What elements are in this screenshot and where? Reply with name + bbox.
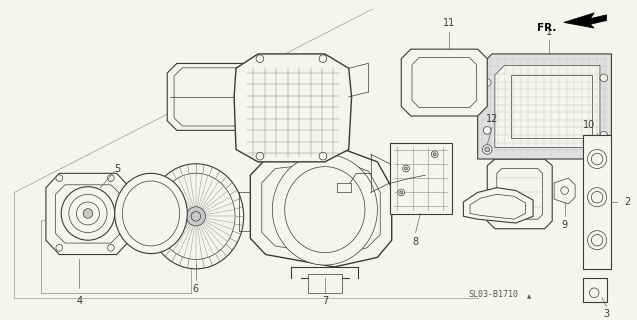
Polygon shape <box>250 149 392 267</box>
Polygon shape <box>583 278 606 302</box>
Polygon shape <box>401 49 487 116</box>
Circle shape <box>483 126 491 134</box>
Circle shape <box>108 244 114 251</box>
Text: 4: 4 <box>76 296 82 306</box>
Circle shape <box>485 147 490 152</box>
Text: 2: 2 <box>624 197 630 207</box>
Text: 6: 6 <box>193 284 199 294</box>
Polygon shape <box>495 65 600 148</box>
Ellipse shape <box>587 231 606 250</box>
Text: 11: 11 <box>443 18 455 28</box>
Polygon shape <box>497 169 543 219</box>
Ellipse shape <box>157 173 235 260</box>
Bar <box>337 183 350 192</box>
Bar <box>390 143 452 214</box>
Ellipse shape <box>191 212 201 221</box>
Circle shape <box>400 191 403 194</box>
Circle shape <box>483 79 491 86</box>
Polygon shape <box>511 75 592 138</box>
Polygon shape <box>463 188 533 223</box>
Text: FR.: FR. <box>536 23 556 33</box>
Ellipse shape <box>115 173 187 253</box>
Text: SL03-B1710: SL03-B1710 <box>468 291 518 300</box>
Polygon shape <box>412 58 476 108</box>
Text: ▲: ▲ <box>527 294 532 300</box>
Ellipse shape <box>83 209 93 218</box>
Ellipse shape <box>69 194 107 233</box>
Text: 3: 3 <box>604 309 610 319</box>
Circle shape <box>319 152 327 160</box>
Ellipse shape <box>587 149 606 169</box>
Text: 5: 5 <box>115 164 120 173</box>
Polygon shape <box>487 159 552 229</box>
Circle shape <box>256 55 264 62</box>
Circle shape <box>589 288 599 298</box>
Ellipse shape <box>591 191 603 203</box>
Ellipse shape <box>272 154 377 265</box>
Ellipse shape <box>148 164 243 269</box>
Polygon shape <box>46 173 130 254</box>
Ellipse shape <box>187 207 206 226</box>
Ellipse shape <box>591 153 603 165</box>
Text: 1: 1 <box>547 27 552 37</box>
Text: 12: 12 <box>486 114 498 124</box>
Polygon shape <box>478 54 612 159</box>
Circle shape <box>600 131 608 139</box>
Ellipse shape <box>591 235 603 246</box>
Polygon shape <box>234 54 352 162</box>
Ellipse shape <box>285 167 365 252</box>
Circle shape <box>431 151 438 157</box>
Text: 10: 10 <box>583 120 596 130</box>
Circle shape <box>403 165 410 172</box>
Circle shape <box>404 167 408 170</box>
Circle shape <box>600 74 608 82</box>
Circle shape <box>433 153 436 156</box>
Circle shape <box>398 189 404 196</box>
Ellipse shape <box>61 187 115 240</box>
Circle shape <box>56 244 62 251</box>
Polygon shape <box>564 13 606 28</box>
Circle shape <box>256 152 264 160</box>
Circle shape <box>561 187 568 194</box>
Text: 7: 7 <box>322 296 328 306</box>
Circle shape <box>319 55 327 62</box>
Polygon shape <box>174 68 266 126</box>
Polygon shape <box>55 185 120 243</box>
Polygon shape <box>583 135 612 269</box>
Polygon shape <box>470 194 526 219</box>
Text: 9: 9 <box>562 220 568 230</box>
Circle shape <box>108 175 114 181</box>
Text: 8: 8 <box>413 237 419 247</box>
Polygon shape <box>262 161 380 255</box>
Circle shape <box>482 145 492 154</box>
Polygon shape <box>554 178 575 204</box>
Ellipse shape <box>587 188 606 207</box>
Bar <box>308 274 342 293</box>
Polygon shape <box>168 63 272 130</box>
Circle shape <box>56 175 62 181</box>
Ellipse shape <box>76 202 99 225</box>
Ellipse shape <box>122 181 180 246</box>
